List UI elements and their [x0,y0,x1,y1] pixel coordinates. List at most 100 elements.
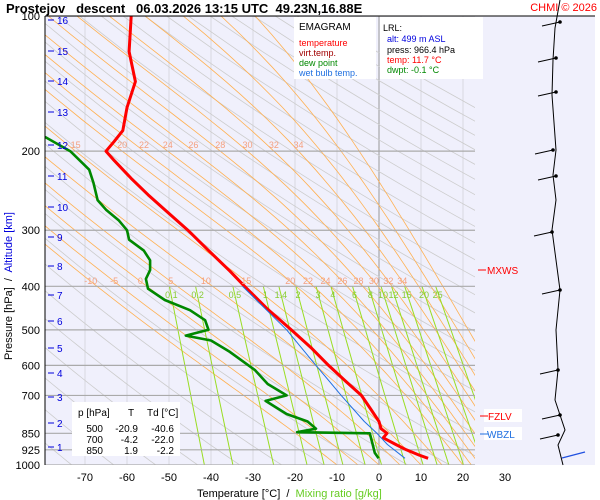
mixing-ratio-label: 6 [352,290,357,300]
moist-adiabat [254,16,475,342]
moist-adiabat-label: 5 [168,276,173,286]
lrl-press: press: 966.4 hPa [387,45,455,55]
mixing-ratio-line [391,286,450,465]
altitude-tick-label: 1 [57,443,63,454]
altitude-tick-label: 9 [57,233,63,244]
dry-adiabat [45,100,475,392]
dry-adiabat [45,121,475,413]
table-cell: -4.2 [121,435,139,446]
copyright: CHMI © 2026 [530,2,597,14]
series-dew-point [45,135,380,460]
table-cell: 1.9 [124,446,138,457]
altitude-tick-label: 6 [57,317,63,328]
level-markers: MXWS FZLV WBZL [478,266,522,441]
moist-adiabat-label: 30 [243,140,253,150]
table-cell: 500 [86,424,103,435]
dry-adiabat [188,16,475,196]
wind-barb [539,434,559,440]
moist-adiabat [144,16,475,392]
series-temperature [104,16,429,460]
altitude-tick-label: 14 [57,77,69,88]
mixing-ratio-line [195,286,234,465]
moist-adiabat-label: 20 [117,140,127,150]
dry-adiabat [79,16,475,278]
moist-adiabat-label: 15 [71,140,81,150]
y-tick-label: 400 [22,281,40,293]
x-axis-label: Temperature [°C] / Mixing ratio [g/kg] [197,488,382,500]
mixing-ratio-label: 12 [389,290,399,300]
wind-barb [537,175,557,181]
mixing-ratio-label: 1 [263,290,268,300]
altitude-tick-label: 8 [57,262,63,273]
lrl-box: LRL: alt: 499 m ASL press: 966.4 hPa tem… [380,17,483,79]
moist-adiabat-label: 22 [139,140,149,150]
mixing-ratio-line [168,286,205,465]
moist-adiabat-label: 28 [215,140,225,150]
mixing-ratio-label: 20 [419,290,429,300]
y-axis-label: Pressure [hPa] / Altitude [km] [3,212,15,360]
moist-adiabat-label: 34 [397,276,407,286]
mixing-ratio-label: 3 [316,290,321,300]
legend-title: EMAGRAM [299,22,351,33]
mixing-ratio-label: 15 [402,290,412,300]
mixing-ratio-label: 8 [368,290,373,300]
mixing-ratio-label: 1.4 [275,290,288,300]
mixing-ratio-line [380,286,438,465]
x-tick-label: 20 [457,472,469,484]
mixing-ratio-line [352,286,407,465]
series-layer [45,16,429,460]
table-header-t: T [128,408,134,419]
altitude-tick-label: 10 [57,203,69,214]
mixing-ratio-label: 25 [433,290,443,300]
mixing-ratio-label: 0.2 [191,290,204,300]
moist-adiabat-label: 10 [201,276,211,286]
altitude-tick-label: 7 [57,291,63,302]
moist-adiabat-label: -10 [84,276,97,286]
dry-adiabat [144,16,475,227]
moist-adiabat-label: 34 [294,140,304,150]
x-tick-label: 0 [376,472,382,484]
moist-adiabat-label: 24 [320,276,330,286]
mixing-ratio-line [421,286,475,444]
mixing-ratio-label: 0.1 [165,290,178,300]
moist-adiabat-label: 0 [138,276,143,286]
x-tick-label: 30 [499,472,511,484]
table-cell: -20.9 [115,424,138,435]
table-header-p: p [hPa] [78,408,110,419]
altitude-tick-label: 3 [57,393,63,404]
wind-barb [534,149,554,155]
legend-wet-bulb: wet bulb temp. [298,68,358,78]
wind-barb [537,91,557,97]
moist-adiabat-label: -5 [110,276,118,286]
altitude-tick-label: 13 [57,108,69,119]
moist-adiabat-label: 15 [241,276,251,286]
legend-dew-point: dew point [299,58,338,68]
altitude-tick-label: 2 [57,419,63,430]
mixing-ratio-line [262,286,308,465]
moist-adiabat-label: 20 [285,276,295,286]
mixing-ratio-label: 0.5 [229,290,242,300]
mixing-ratio-label: 2 [295,290,300,300]
mixing-ratio-line [295,286,344,465]
wind-barb [539,369,559,375]
dry-adiabat [166,16,475,211]
moist-adiabat-label: 32 [269,140,279,150]
dry-adiabat [57,16,475,296]
y-tick-label: 500 [22,325,40,337]
moist-adiabat [109,16,475,407]
fzlv-label: FZLV [488,412,512,423]
x-tick-label: -70 [77,472,93,484]
mixing-ratio-line [435,286,475,401]
moist-adiabat-label: 26 [188,140,198,150]
y-tick-label: 700 [22,390,40,402]
mixing-ratio-line [278,286,325,465]
mixing-ratio-line [330,286,383,465]
table-cell: 850 [86,446,103,457]
altitude-tick-label: 11 [57,172,68,183]
y-tick-label: 1000 [16,460,40,472]
altitude-tick-label: 4 [57,369,63,380]
table-cell: -40.6 [151,424,174,435]
x-tick-label: -50 [161,472,177,484]
wind-barb [537,57,557,63]
table-cell: -22.0 [151,435,174,446]
